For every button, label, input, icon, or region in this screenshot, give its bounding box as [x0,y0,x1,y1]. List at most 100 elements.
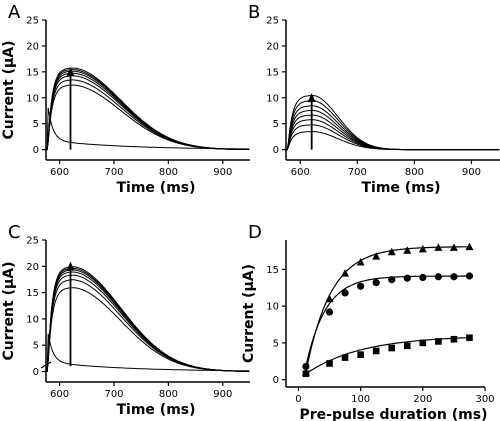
data-point-circle [302,362,310,371]
y-tick-label: 10 [266,302,279,313]
data-point-circle [419,273,427,282]
data-point-square [435,338,442,345]
x-axis-label: Time (ms) [116,180,195,196]
y-tick-label: 0 [273,375,279,386]
fit-curve [305,275,471,367]
current-trace [286,131,500,151]
arrow-head [307,93,316,103]
data-point-square [302,370,310,378]
data-point-square [403,342,411,350]
y-tick-label: 25 [26,16,39,27]
data-point-triangle [449,243,458,251]
traces [286,95,500,151]
y-tick-label: 20 [266,41,279,52]
y-tick-label: 0 [273,145,279,156]
x-tick-label: 600 [50,389,69,400]
data-point-square [372,347,380,355]
x-tick-label: 300 [475,394,494,405]
current-trace [46,107,250,151]
x-axis-label: Time (ms) [116,402,195,418]
y-tick-label: 10 [26,93,39,104]
y-tick-label: 15 [266,67,279,78]
y-tick-label: 5 [33,119,39,130]
x-tick-label: 600 [291,167,310,178]
y-tick-label: 0 [33,145,39,156]
current-trace [46,333,250,372]
data-point-circle [403,274,411,282]
y-tick-label: 20 [26,41,39,52]
traces [46,67,250,151]
current-trace [46,274,250,372]
axis-break [40,361,52,369]
x-tick-label: 800 [159,389,178,400]
data-point-circle [357,282,365,290]
panel-label: A [8,2,21,23]
traces [46,266,250,372]
x-axis-label: Pre-pulse duration (ms) [300,407,488,421]
y-tick-label: 25 [266,16,279,27]
current-trace [46,269,250,372]
panel-label: B [248,2,260,23]
data-point-square [326,360,333,367]
y-tick-label: 10 [266,93,279,104]
y-tick-label: 20 [26,262,39,273]
current-trace [46,267,250,372]
data-point-square [357,351,364,358]
current-trace [46,69,250,151]
data-point-square [466,334,473,342]
current-trace [286,105,500,151]
y-tick-label: 5 [273,338,279,349]
y-tick-label: 15 [26,67,39,78]
y-tick-label: 5 [273,119,279,130]
current-trace [46,279,250,372]
data-point-circle [465,272,474,280]
x-tick-label: 600 [50,167,69,178]
data-point-circle [388,276,396,284]
data-point-triangle [418,244,427,253]
y-axis-label: Current (μA) [241,264,257,363]
data-point-triangle [341,269,350,277]
data-point-circle [434,273,442,281]
fit-curve [305,337,471,375]
data-point-triangle [356,258,365,266]
arrow-head [66,67,75,77]
x-tick-label: 800 [159,167,178,178]
x-tick-label: 900 [462,167,481,178]
current-trace [46,79,250,151]
y-tick-label: 10 [26,314,39,325]
x-tick-label: 700 [104,389,123,400]
current-trace [286,119,500,151]
x-tick-label: 900 [213,389,232,400]
series-circle [302,272,474,371]
panel-c: C 0 5 10 15 20 25 600 700 800 900 Time (ms) Current … [1,222,250,418]
data-point-triangle [434,243,443,251]
x-tick-label: 100 [351,394,370,405]
current-trace [286,95,500,151]
series-triangle [301,242,474,376]
x-tick-label: 800 [405,167,424,178]
current-trace [46,70,250,151]
current-trace [46,287,250,372]
y-tick-label: 15 [266,265,279,276]
panel-label: C [8,222,21,243]
x-tick-label: 700 [104,167,123,178]
panel-d: D 0 5 10 15 0 100 200 300 Pre-pulse duration (ms)… [241,222,495,421]
data-point-triangle [387,247,396,256]
current-trace [286,124,500,151]
panel-b: B 0 5 10 15 20 25 600 700 800 900 Time (ms) [248,2,500,196]
x-tick-label: 900 [213,167,232,178]
data-point-square [388,344,396,352]
x-tick-label: 200 [413,394,432,405]
current-trace [46,84,250,151]
data-point-square [341,354,349,361]
data-point-triangle [325,294,334,303]
x-tick-label: 700 [348,167,367,178]
fit-curve [305,246,471,373]
y-axis-label: Current (μA) [1,40,17,139]
current-trace [46,271,250,372]
y-tick-label: 25 [26,236,39,247]
y-tick-label: 0 [33,367,39,378]
y-axis-label: Current (μA) [1,261,17,360]
panel-label: D [248,222,262,243]
